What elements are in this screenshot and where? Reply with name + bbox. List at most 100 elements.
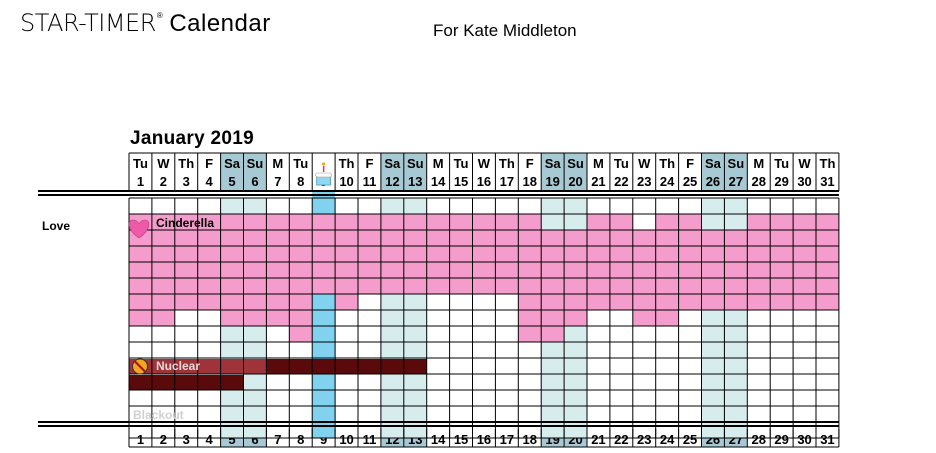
love-cell[interactable]	[541, 278, 565, 294]
love-cell[interactable]	[243, 310, 267, 326]
love-cell[interactable]	[151, 262, 175, 278]
header-day-cell-25[interactable]	[678, 153, 702, 191]
love-cell[interactable]	[151, 230, 175, 246]
header-day-cell-19[interactable]	[541, 153, 565, 191]
header-day-cell-27[interactable]	[724, 153, 748, 191]
love-cell[interactable]	[541, 310, 565, 326]
love-cell[interactable]	[266, 262, 290, 278]
header-day-cell-13[interactable]	[403, 153, 427, 191]
love-cell[interactable]	[541, 262, 565, 278]
header-day-cell-23[interactable]	[632, 153, 656, 191]
love-cell[interactable]	[380, 230, 404, 246]
love-cell[interactable]	[426, 230, 450, 246]
love-cell[interactable]	[541, 246, 565, 262]
love-cell[interactable]	[564, 246, 587, 262]
love-cell[interactable]	[770, 214, 794, 230]
love-cell[interactable]	[220, 262, 244, 278]
love-cell[interactable]	[495, 262, 519, 278]
love-cell[interactable]	[174, 278, 198, 294]
love-cell[interactable]	[472, 214, 496, 230]
love-cell[interactable]	[678, 262, 702, 278]
love-cell[interactable]	[197, 278, 221, 294]
love-cell[interactable]	[289, 262, 313, 278]
love-cell[interactable]	[609, 246, 633, 262]
love-cell[interactable]	[632, 246, 656, 262]
love-cell[interactable]	[632, 310, 656, 326]
love-cell[interactable]	[793, 262, 816, 278]
love-cell[interactable]	[449, 230, 473, 246]
love-cell[interactable]	[541, 294, 565, 310]
love-cell[interactable]	[197, 262, 221, 278]
love-cell[interactable]	[472, 246, 496, 262]
love-cell[interactable]	[816, 262, 839, 278]
love-cell[interactable]	[174, 214, 198, 230]
love-cell[interactable]	[701, 246, 725, 262]
love-cell[interactable]	[220, 246, 244, 262]
love-cell[interactable]	[747, 230, 771, 246]
love-cell[interactable]	[495, 246, 519, 262]
love-cell[interactable]	[678, 230, 702, 246]
love-cell[interactable]	[243, 230, 267, 246]
love-cell[interactable]	[793, 230, 816, 246]
love-cell[interactable]	[655, 246, 679, 262]
love-cell[interactable]	[151, 214, 175, 230]
love-cell[interactable]	[655, 262, 679, 278]
love-cell[interactable]	[403, 262, 427, 278]
love-cell[interactable]	[518, 294, 542, 310]
love-cell[interactable]	[793, 294, 816, 310]
love-cell[interactable]	[174, 262, 198, 278]
love-cell[interactable]	[129, 262, 152, 278]
love-cell[interactable]	[449, 214, 473, 230]
love-cell[interactable]	[174, 246, 198, 262]
love-cell[interactable]	[335, 246, 358, 262]
love-cell[interactable]	[380, 246, 404, 262]
love-cell[interactable]	[816, 230, 839, 246]
love-cell[interactable]	[312, 246, 336, 262]
love-cell[interactable]	[655, 278, 679, 294]
love-cell[interactable]	[220, 230, 244, 246]
love-cell[interactable]	[358, 214, 381, 230]
love-cell[interactable]	[426, 214, 450, 230]
love-cell[interactable]	[358, 246, 381, 262]
love-cell[interactable]	[770, 262, 794, 278]
love-cell[interactable]	[358, 278, 381, 294]
love-cell[interactable]	[701, 278, 725, 294]
love-cell[interactable]	[518, 230, 542, 246]
love-cell[interactable]	[564, 230, 587, 246]
love-cell[interactable]	[587, 230, 610, 246]
nuclear-bar[interactable]	[266, 359, 427, 374]
love-cell[interactable]	[151, 294, 175, 310]
love-cell[interactable]	[587, 262, 610, 278]
love-cell[interactable]	[243, 214, 267, 230]
love-cell[interactable]	[495, 214, 519, 230]
love-cell[interactable]	[380, 262, 404, 278]
love-cell[interactable]	[518, 278, 542, 294]
love-cell[interactable]	[472, 230, 496, 246]
love-cell[interactable]	[220, 278, 244, 294]
love-cell[interactable]	[632, 278, 656, 294]
header-day-cell-26[interactable]	[701, 153, 725, 191]
love-cell[interactable]	[587, 214, 610, 230]
love-cell[interactable]	[609, 262, 633, 278]
love-cell[interactable]	[609, 230, 633, 246]
header-day-cell-14[interactable]	[426, 153, 450, 191]
love-cell[interactable]	[793, 214, 816, 230]
header-day-cell-12[interactable]	[380, 153, 404, 191]
love-cell[interactable]	[243, 278, 267, 294]
header-day-cell-31[interactable]	[816, 153, 839, 191]
love-cell[interactable]	[243, 262, 267, 278]
header-day-cell-29[interactable]	[770, 153, 794, 191]
love-cell[interactable]	[678, 294, 702, 310]
header-day-cell-5[interactable]	[220, 153, 244, 191]
love-cell[interactable]	[289, 310, 313, 326]
love-cell[interactable]	[358, 230, 381, 246]
love-cell[interactable]	[426, 278, 450, 294]
love-cell[interactable]	[449, 246, 473, 262]
love-cell[interactable]	[151, 310, 175, 326]
love-cell[interactable]	[197, 246, 221, 262]
love-cell[interactable]	[472, 278, 496, 294]
love-cell[interactable]	[724, 294, 748, 310]
love-cell[interactable]	[266, 230, 290, 246]
love-cell[interactable]	[426, 246, 450, 262]
header-day-cell-2[interactable]	[151, 153, 175, 191]
